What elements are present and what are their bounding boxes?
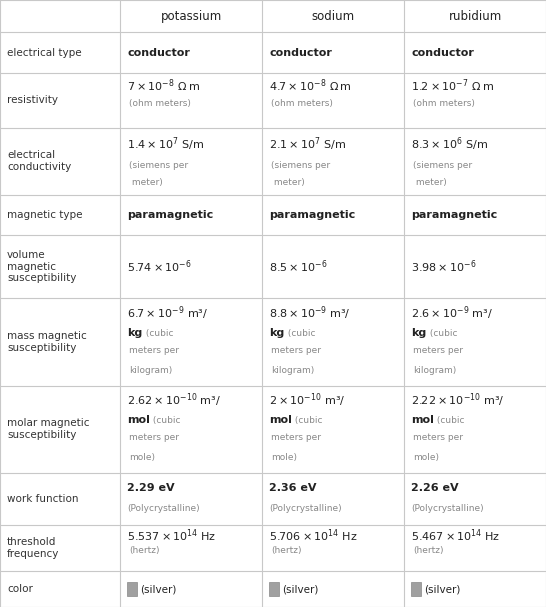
Text: $8.3\times10^{6}$ S/m: $8.3\times10^{6}$ S/m (411, 135, 488, 152)
Text: meters per: meters per (271, 433, 321, 443)
Text: conductor: conductor (269, 47, 332, 58)
Text: paramagnetic: paramagnetic (411, 210, 497, 220)
Text: $5.537\times10^{14}$ Hz: $5.537\times10^{14}$ Hz (127, 527, 216, 544)
Text: electrical
conductivity: electrical conductivity (7, 151, 72, 172)
Text: conductor: conductor (411, 47, 474, 58)
Text: kilogram): kilogram) (271, 366, 314, 375)
Text: (hertz): (hertz) (413, 546, 443, 555)
Text: meters per: meters per (413, 433, 463, 443)
Text: $3.98\times10^{-6}$: $3.98\times10^{-6}$ (411, 259, 477, 275)
Text: molar magnetic
susceptibility: molar magnetic susceptibility (7, 418, 90, 440)
Text: (siemens per: (siemens per (413, 161, 472, 170)
Text: meters per: meters per (271, 346, 321, 355)
Text: mole): mole) (413, 453, 439, 463)
Text: $5.74\times10^{-6}$: $5.74\times10^{-6}$ (127, 259, 192, 275)
Text: conductor: conductor (127, 47, 190, 58)
Text: potassium: potassium (161, 10, 222, 22)
Text: (hertz): (hertz) (271, 546, 301, 555)
Bar (411, 583, 420, 596)
Text: (hertz): (hertz) (129, 546, 159, 555)
Text: 2.29 eV: 2.29 eV (127, 483, 175, 493)
Text: (silver): (silver) (282, 584, 318, 594)
Text: kg: kg (269, 328, 284, 338)
Text: $2.6\times10^{-9}$ m³/: $2.6\times10^{-9}$ m³/ (411, 304, 493, 322)
Text: (siemens per: (siemens per (271, 161, 330, 170)
Text: (cubic: (cubic (292, 416, 323, 425)
Text: $2.22\times10^{-10}$ m³/: $2.22\times10^{-10}$ m³/ (411, 392, 505, 409)
Text: sodium: sodium (312, 10, 354, 22)
Text: (ohm meters): (ohm meters) (271, 99, 333, 108)
Text: mole): mole) (271, 453, 297, 463)
Text: (Polycrystalline): (Polycrystalline) (127, 503, 200, 512)
Text: (Polycrystalline): (Polycrystalline) (411, 503, 484, 512)
Text: $2.62\times10^{-10}$ m³/: $2.62\times10^{-10}$ m³/ (127, 392, 221, 409)
Text: resistivity: resistivity (7, 95, 58, 105)
Text: meter): meter) (271, 178, 305, 187)
Text: $1.2\times10^{-7}$ Ω m: $1.2\times10^{-7}$ Ω m (411, 78, 494, 94)
Text: meters per: meters per (129, 433, 179, 443)
Text: color: color (7, 584, 33, 594)
Text: meters per: meters per (413, 346, 463, 355)
Text: $5.467\times10^{14}$ Hz: $5.467\times10^{14}$ Hz (411, 527, 500, 544)
Text: mol: mol (127, 415, 150, 426)
Text: (cubic: (cubic (143, 328, 174, 337)
Text: (Polycrystalline): (Polycrystalline) (269, 503, 342, 512)
Text: $5.706\times10^{14}$ Hz: $5.706\times10^{14}$ Hz (269, 527, 358, 544)
Bar (127, 583, 136, 596)
Text: (ohm meters): (ohm meters) (129, 99, 191, 108)
Text: (cubic: (cubic (150, 416, 181, 425)
Text: kg: kg (127, 328, 143, 338)
Text: (cubic: (cubic (434, 416, 465, 425)
Text: (cubic: (cubic (427, 328, 458, 337)
Text: magnetic type: magnetic type (7, 210, 82, 220)
Text: rubidium: rubidium (448, 10, 502, 22)
Text: $8.8\times10^{-9}$ m³/: $8.8\times10^{-9}$ m³/ (269, 304, 351, 322)
Text: 2.36 eV: 2.36 eV (269, 483, 317, 493)
Text: $4.7\times10^{-8}$ Ω m: $4.7\times10^{-8}$ Ω m (269, 78, 352, 94)
Text: mol: mol (411, 415, 434, 426)
Text: $8.5\times10^{-6}$: $8.5\times10^{-6}$ (269, 259, 328, 275)
Text: mol: mol (269, 415, 292, 426)
Bar (269, 583, 278, 596)
Text: $1.4\times10^{7}$ S/m: $1.4\times10^{7}$ S/m (127, 135, 204, 152)
Text: $2\times10^{-10}$ m³/: $2\times10^{-10}$ m³/ (269, 392, 346, 409)
Text: work function: work function (7, 493, 79, 504)
Text: meters per: meters per (129, 346, 179, 355)
Text: kilogram): kilogram) (129, 366, 172, 375)
Text: (siemens per: (siemens per (129, 161, 188, 170)
Text: (silver): (silver) (424, 584, 460, 594)
Text: volume
magnetic
susceptibility: volume magnetic susceptibility (7, 250, 76, 283)
Text: 2.26 eV: 2.26 eV (411, 483, 459, 493)
Text: (cubic: (cubic (285, 328, 316, 337)
Text: meter): meter) (413, 178, 447, 187)
Text: kilogram): kilogram) (413, 366, 456, 375)
Text: $6.7\times10^{-9}$ m³/: $6.7\times10^{-9}$ m³/ (127, 304, 209, 322)
Text: meter): meter) (129, 178, 163, 187)
Text: (ohm meters): (ohm meters) (413, 99, 474, 108)
Text: paramagnetic: paramagnetic (269, 210, 355, 220)
Text: $2.1\times10^{7}$ S/m: $2.1\times10^{7}$ S/m (269, 135, 346, 152)
Text: paramagnetic: paramagnetic (127, 210, 213, 220)
Text: electrical type: electrical type (7, 47, 82, 58)
Text: mass magnetic
susceptibility: mass magnetic susceptibility (7, 331, 87, 353)
Text: (silver): (silver) (140, 584, 176, 594)
Text: $7\times10^{-8}$ Ω m: $7\times10^{-8}$ Ω m (127, 78, 200, 94)
Text: mole): mole) (129, 453, 155, 463)
Text: threshold
frequency: threshold frequency (7, 537, 60, 559)
Text: kg: kg (411, 328, 426, 338)
